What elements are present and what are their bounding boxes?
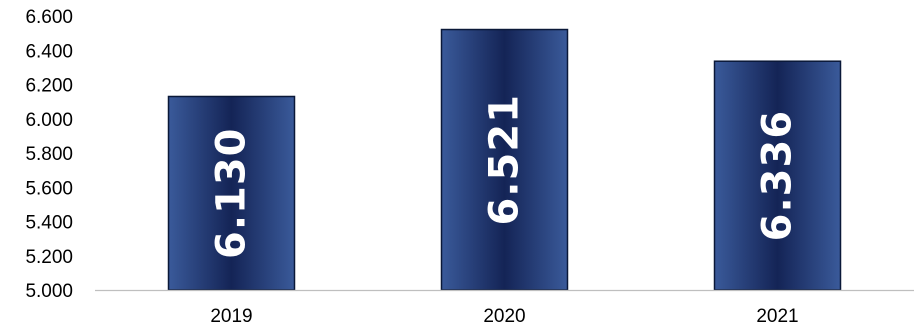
y-axis: 5.000 5.200 5.400 5.600 5.800 6.000 6.200 6.400… [25, 7, 73, 302]
y-tick-label: 6.000 [25, 110, 73, 131]
bar-group: 6.130 [167, 95, 296, 291]
x-tick-label: 2021 [756, 306, 798, 327]
data-label: 6.130 [209, 127, 255, 259]
y-tick-label: 5.400 [25, 213, 73, 234]
y-tick-label: 5.200 [25, 247, 73, 268]
x-tick-label: 2020 [483, 306, 525, 327]
y-tick-label: 5.600 [25, 178, 73, 199]
bar [167, 95, 296, 291]
y-tick-label: 6.600 [25, 7, 73, 28]
data-label: 6.336 [755, 110, 801, 242]
bar [440, 28, 569, 291]
y-tick-label: 6.400 [25, 41, 73, 62]
x-axis: 2019 2020 2021 [95, 289, 914, 327]
bar [713, 60, 842, 291]
y-tick-label: 5.000 [25, 281, 73, 302]
bars: 6.130 6.521 6.336 [167, 28, 842, 291]
x-tick-label: 2019 [210, 306, 252, 327]
bar-group: 6.521 [440, 28, 569, 291]
bar-group: 6.336 [713, 60, 842, 291]
y-tick-label: 5.800 [25, 144, 73, 165]
y-tick-label: 6.200 [25, 76, 73, 97]
data-label: 6.521 [482, 94, 528, 226]
